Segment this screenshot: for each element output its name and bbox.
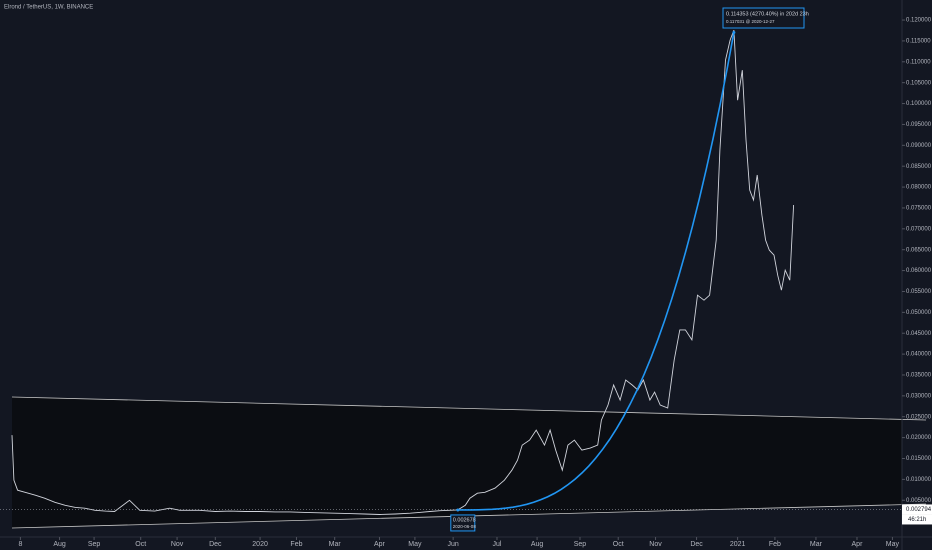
x-tick-label: Sep	[88, 541, 101, 548]
x-tick-label: Aug	[53, 541, 66, 548]
y-tick-label: 0.015000	[906, 456, 932, 462]
peak-point	[732, 30, 736, 34]
x-tick-label: Mar	[810, 541, 823, 548]
y-tick-label: 0.095000	[906, 122, 932, 128]
low-point	[456, 508, 460, 512]
y-tick-label: 0.090000	[906, 143, 932, 149]
x-tick-label: Aug	[531, 541, 544, 548]
countdown-label: 46:21h	[908, 517, 926, 523]
low-box	[450, 514, 476, 532]
x-tick-label: Nov	[171, 541, 184, 548]
y-tick-label: 0.110000	[906, 59, 931, 65]
fit-curve	[457, 32, 735, 511]
y-tick-label: 0.075000	[906, 206, 932, 212]
y-tick-label: 0.040000	[906, 352, 932, 358]
measure-text: 0.114353 (4270.40%) in 202d 23h	[726, 11, 809, 17]
y-tick-label: 0.020000	[906, 435, 932, 441]
y-tick-label: 0.070000	[906, 226, 932, 232]
measure-box	[722, 7, 805, 29]
y-tick-label: 0.025000	[906, 414, 932, 420]
y-tick-label: 0.035000	[906, 373, 932, 379]
x-tick-label: Sep	[574, 541, 587, 548]
y-tick-label: 0.085000	[906, 164, 932, 170]
y-tick-label: 0.060000	[906, 268, 932, 274]
y-tick-label: 0.105000	[906, 80, 932, 86]
x-tick-label: May	[886, 541, 900, 548]
y-tick-label: 0.055000	[906, 289, 932, 295]
y-tick-label: 0.045000	[906, 331, 932, 337]
plot: 0.005000 0.010000 0.015000 0.020000 0.025000…	[0, 7, 932, 548]
x-tick-label: Oct	[613, 541, 624, 548]
y-tick-label: 0.100000	[906, 101, 932, 107]
shaded-channel	[12, 397, 902, 528]
x-tick-label: May	[408, 541, 422, 548]
trend-line	[11, 396, 927, 421]
x-tick-label: Feb	[769, 541, 781, 548]
x-tick-label: Jul	[493, 541, 502, 548]
y-tick-label: 0.120000	[906, 18, 932, 24]
y-tick-label: 0.115000	[906, 39, 931, 45]
y-tick-label: 0.050000	[906, 310, 932, 316]
peak-text: 0.117031 @ 2020-12-27	[726, 19, 775, 24]
last-price-label: 0.002794	[906, 507, 932, 513]
x-tick-label: Dec	[209, 541, 222, 548]
y-tick-label: 0.030000	[906, 393, 932, 399]
y-tick-label: 0.005000	[906, 498, 932, 504]
x-tick-label: Dec	[690, 541, 703, 548]
x-tick-label: 2021	[730, 541, 746, 548]
x-tick-label: 2020	[252, 541, 268, 548]
y-tick-label: 0.080000	[906, 185, 932, 191]
low-value: 0.002678	[453, 517, 476, 523]
countdown-tag	[902, 514, 932, 525]
x-tick-label: Feb	[290, 541, 302, 548]
low-date: 2020-06-08	[453, 524, 477, 529]
x-tick-label: Nov	[649, 541, 662, 548]
price-line	[11, 29, 795, 515]
y-tick-label: 0.010000	[906, 477, 932, 483]
x-tick-label: 8	[18, 541, 22, 548]
y-tick-label: 0.065000	[906, 247, 932, 253]
chart-title: Elrond / TetherUS, 1W, BINANCE	[4, 5, 93, 11]
x-tick-label: Apr	[852, 541, 864, 548]
last-price-tag	[902, 504, 932, 515]
x-tick-label: Jun	[447, 541, 458, 548]
x-tick-label: Oct	[135, 541, 146, 548]
x-tick-label: Apr	[374, 541, 386, 548]
x-tick-label: Mar	[329, 541, 342, 548]
